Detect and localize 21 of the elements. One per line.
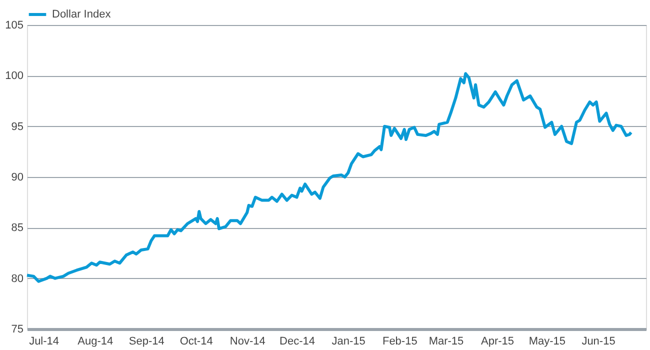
x-tick-label: Feb-15 [382,336,418,348]
x-tick-label: Jun-15 [582,336,616,348]
x-tick-label: May-15 [528,336,566,348]
y-tick-label: 85 [11,222,24,234]
x-tick-label: Jan-15 [332,336,366,348]
x-tick-label: Dec-14 [280,336,316,348]
x-tick-label: Apr-15 [481,336,514,348]
x-tick-label: Aug-14 [78,336,114,348]
x-tick-label: Jul-14 [29,336,60,348]
y-tick-label: 75 [11,324,24,336]
x-tick-label: Sep-14 [128,336,164,348]
x-tick-label: Mar-15 [428,336,464,348]
line-series [26,72,633,283]
y-tick-label: 105 [5,20,24,32]
legend-label: Dollar Index [52,8,112,20]
y-tick-label: 95 [11,120,24,133]
y-tick-label: 90 [11,172,24,184]
x-tick-label: Oct-14 [180,336,213,348]
y-tick-label: 100 [5,70,24,82]
x-tick-label: Nov-14 [230,336,266,348]
y-tick-label: 80 [11,272,24,285]
